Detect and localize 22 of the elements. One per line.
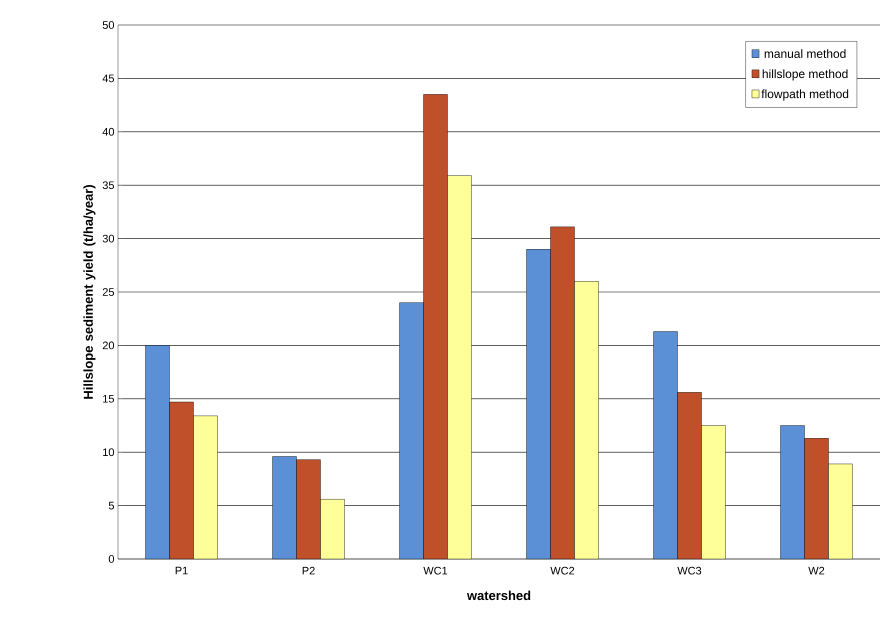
y-tick-label: 30: [102, 234, 114, 242]
x-tick-label: P1: [176, 566, 188, 574]
y-tick-label: 0: [108, 555, 114, 563]
x-tick-label: W2: [808, 566, 824, 574]
x-axis-title: watershed: [466, 590, 530, 600]
y-tick-label: 25: [102, 288, 114, 296]
y-tick-label: 40: [102, 128, 114, 136]
y-tick-label: 10: [103, 448, 114, 456]
legend-label: manual method: [764, 49, 846, 58]
y-tick-label: 35: [102, 181, 114, 190]
legend-label: hillslope method: [762, 69, 848, 80]
y-tick-label: 5: [108, 502, 114, 510]
x-tick-label: WC2: [550, 566, 574, 575]
y-tick-label: 15: [103, 394, 114, 403]
legend-label: flowpath method: [761, 89, 848, 101]
x-tick-label: P2: [302, 566, 315, 574]
y-tick-label: 45: [102, 74, 114, 82]
y-tick-label: 50: [102, 21, 114, 29]
x-tick-label: WC3: [677, 566, 702, 575]
y-axis-title: Hillslope sediment yield (t/ha/year): [83, 185, 96, 399]
y-tick-label: 20: [102, 342, 114, 350]
x-tick-label: WC1: [423, 566, 448, 575]
